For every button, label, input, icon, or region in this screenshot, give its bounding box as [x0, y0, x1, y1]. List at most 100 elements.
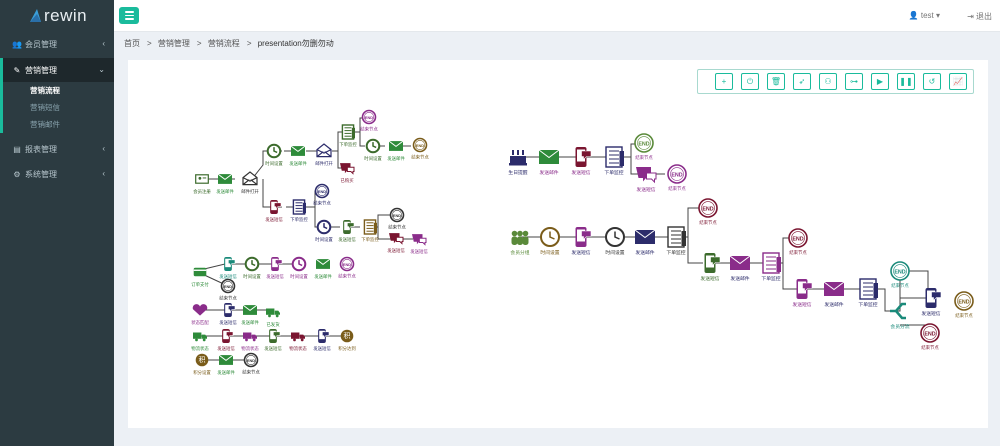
add-node-button[interactable]: + [715, 73, 733, 90]
flow-node-end-r3[interactable]: END 结束节点 [698, 198, 718, 226]
flow-node-time-set-4[interactable]: 时间设置 [243, 256, 261, 280]
flow-node-time-set-2[interactable]: 时间设置 [364, 138, 382, 162]
flow-node-send-sms-8[interactable]: 发送短信 [217, 329, 235, 352]
flow-node-send-sms-r5[interactable]: 发送短信 [792, 279, 813, 308]
flow-node-label: 结束节点 [388, 224, 406, 231]
flow-node-send-mail-2[interactable]: 发送邮件 [289, 145, 307, 167]
flow-node-send-sms-6[interactable]: 发送短信 [266, 257, 284, 280]
flow-node-time-set-5[interactable]: 时间设置 [290, 256, 308, 280]
flow-node-end-r5[interactable]: END 结束节点 [890, 261, 910, 289]
logout-link[interactable]: ⇥ 退出 [967, 11, 992, 22]
flow-node-end-4[interactable]: END 结束节点 [388, 207, 406, 231]
sidebar-item-members[interactable]: 👥 会员管理 ‹ [0, 32, 114, 56]
flow-node-order-monitor-r4[interactable]: 下单监控 [858, 278, 878, 308]
flow-node-send-mail-r1[interactable]: 发送邮件 [538, 149, 560, 176]
flow-node-order-pay[interactable]: 订单支付 [191, 267, 209, 288]
sidebar-item-marketing[interactable]: ✎ 营销管理 ⌄ [0, 58, 114, 82]
flow-node-mail-open-2[interactable]: 邮件打开 [315, 143, 333, 167]
brand-logo[interactable]: rewin [0, 0, 114, 32]
flow-node-label: 时间设置 [243, 273, 261, 280]
flow-node-send-mail-3[interactable]: 发送邮件 [387, 140, 405, 162]
flow-node-already-buy[interactable]: 已购买 [340, 163, 355, 184]
undo-button[interactable]: ↺ [923, 73, 941, 90]
flow-node-send-sms-2[interactable]: 发送短信 [338, 220, 356, 243]
flow-node-send-mail-r3[interactable]: 发送邮件 [729, 255, 751, 282]
flow-node-send-sms-9[interactable]: 发送短信 [264, 329, 282, 352]
flow-node-order-monitor-r2[interactable]: 下单监控 [666, 226, 686, 256]
flow-node-end-1[interactable]: END 结束节点 [360, 109, 378, 133]
flow-node-send-mail-5[interactable]: 发送邮件 [241, 304, 259, 326]
delete-button[interactable]: 🗑 [767, 73, 785, 90]
flow-node-member-group[interactable]: 会员分组 [510, 230, 530, 256]
flow-node-send-mail-r2[interactable]: 发送邮件 [634, 229, 656, 256]
flow-node-send-sms-4[interactable]: 发送短信 [387, 233, 405, 254]
flow-node-time-set-r2[interactable]: 时间设置 [605, 227, 625, 256]
breadcrumb-marketing[interactable]: 营销管理 [157, 39, 190, 48]
sidebar-item-system[interactable]: ⚙ 系统管理 ‹ [0, 162, 114, 186]
cake-icon [509, 150, 527, 166]
flow-node-end-7[interactable]: END 结束节点 [242, 352, 260, 376]
sidebar-item-reports[interactable]: ▤ 报表管理 ‹ [0, 137, 114, 161]
flow-node-end-r2[interactable]: END 结束节点 [667, 164, 687, 192]
structure-button[interactable]: ⊶ [845, 73, 863, 90]
flow-node-end-3[interactable]: END 结束节点 [313, 183, 331, 207]
flow-node-send-mail-1[interactable]: 发送邮件 [216, 173, 234, 195]
stats-button[interactable]: 📈 [949, 73, 967, 90]
flow-node-order-monitor-r3[interactable]: 下单监控 [761, 252, 781, 282]
flow-node-send-sms-r6[interactable]: 发送短信 [921, 288, 942, 317]
flow-node-member-register[interactable]: 会员注册 [193, 174, 211, 195]
flow-node-send-sms-10[interactable]: 发送短信 [313, 329, 331, 352]
breadcrumb-home[interactable]: 首页 [124, 39, 140, 48]
flow-node-end-r7[interactable]: END 结束节点 [920, 323, 940, 351]
launch-button[interactable]: ➶ [793, 73, 811, 90]
flow-node-send-mail-4[interactable]: 发送邮件 [314, 258, 332, 280]
flow-node-send-sms-r3[interactable]: 发送短信 [571, 227, 592, 256]
flow-node-end-5[interactable]: END 结束节点 [338, 256, 356, 280]
flow-node-send-sms-5[interactable]: 发送短信 [219, 257, 237, 280]
power-button[interactable]: ⏻ [741, 73, 759, 90]
flow-node-send-mail-6[interactable]: 发送邮件 [217, 354, 235, 376]
flow-node-already-ship-1[interactable]: 已发货 [266, 308, 280, 329]
flow-node-label: 发送短信 [571, 169, 590, 176]
user-menu[interactable]: 👤 test ▾ [909, 11, 940, 20]
flow-node-logistics-1[interactable]: 物流状态 [191, 332, 209, 353]
flow-node-send-mail-r4[interactable]: 发送邮件 [823, 281, 845, 308]
flow-node-send-sms-1[interactable]: 发送短信 [265, 200, 283, 223]
flow-node-end-r4[interactable]: END 结束节点 [788, 228, 808, 256]
flow-node-time-set-r1[interactable]: 时间设置 [540, 227, 560, 256]
flow-node-order-monitor-1[interactable]: 下单监控 [339, 124, 357, 148]
flow-node-logistics-2[interactable]: 物流状态 [241, 332, 259, 353]
flow-node-order-monitor-3[interactable]: 下单监控 [361, 219, 379, 243]
flow-node-send-sms-3[interactable]: 发送短信 [410, 234, 428, 255]
flow-node-member-split[interactable]: 会员分流 [890, 302, 910, 330]
flow-node-send-sms-7[interactable]: 发送短信 [219, 303, 237, 326]
flow-node-order-monitor-r1[interactable]: 下单监控 [604, 146, 624, 176]
breadcrumb-flow[interactable]: 营销流程 [207, 39, 240, 48]
flow-node-birthday[interactable]: 生日提醒 [508, 150, 528, 176]
flow-node-label: 下单监控 [666, 249, 685, 256]
flow-node-send-sms-r4[interactable]: 发送短信 [700, 253, 721, 282]
preview-button[interactable]: ⚇ [819, 73, 837, 90]
clock-icon [605, 227, 625, 247]
flow-node-order-monitor-2[interactable]: 下单监控 [290, 199, 308, 223]
flow-node-time-set-1[interactable]: 时间设置 [265, 143, 283, 167]
flow-node-end-2[interactable]: END 结束节点 [411, 137, 429, 161]
sidebar-subitem-mail[interactable]: 营销邮件 [30, 120, 60, 129]
pause-button[interactable]: ❚❚ [897, 73, 915, 90]
sidebar-subitem-flow[interactable]: 营销流程 [30, 86, 60, 95]
sidebar-toggle-button[interactable] [119, 7, 139, 24]
flow-node-logistics-3[interactable]: 物流状态 [289, 332, 307, 353]
sidebar-subitem-sms[interactable]: 营销短信 [30, 103, 60, 112]
flow-node-end-r6[interactable]: END 结束节点 [954, 291, 974, 319]
flow-node-time-set-3[interactable]: 时间设置 [315, 219, 333, 243]
svg-text:END: END [343, 262, 351, 267]
flow-node-mail-open-1[interactable]: 邮件打开 [241, 171, 259, 195]
flow-node-status-match[interactable]: 状态匹配 [191, 304, 209, 326]
play-button[interactable]: ▶ [871, 73, 889, 90]
flow-node-end-r1[interactable]: END 结束节点 [634, 133, 654, 161]
flow-node-send-sms-r2[interactable]: 发送短信 [636, 167, 657, 193]
flow-node-send-sms-r1[interactable]: 发送短信 [571, 147, 592, 176]
flow-node-end-6[interactable]: END 结束节点 [219, 278, 237, 302]
